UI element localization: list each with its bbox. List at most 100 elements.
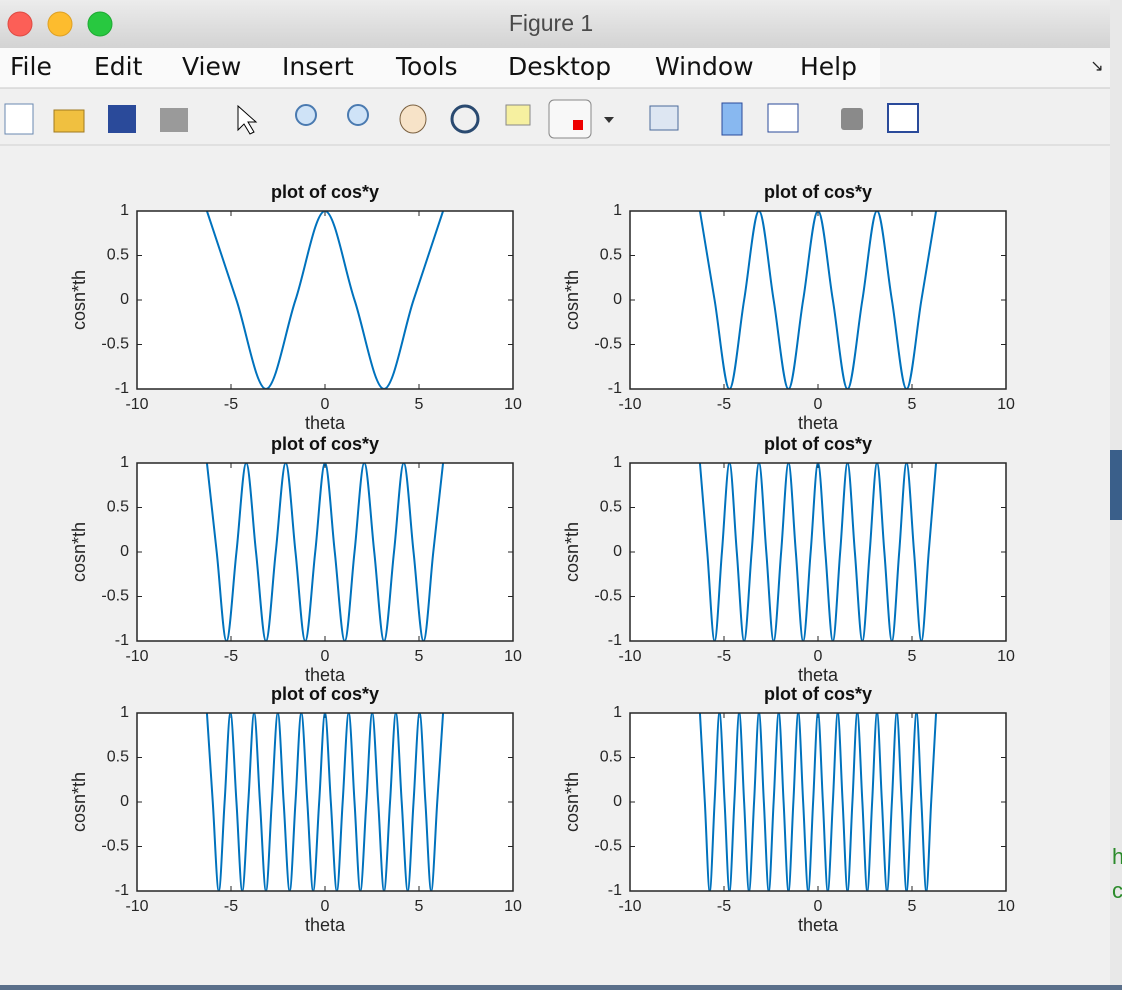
menu-item[interactable]: Help: [800, 52, 857, 81]
background-text: h: [1112, 844, 1122, 869]
y-tick-label: 0.5: [600, 499, 622, 516]
x-tick-label: 10: [997, 396, 1015, 413]
y-tick-label: 0: [613, 793, 622, 810]
axes-background: [630, 463, 1006, 641]
axes-background: [137, 713, 513, 891]
menu-item[interactable]: Window: [655, 52, 754, 81]
y-tick-label: 1: [120, 202, 129, 219]
x-tick-label: -10: [618, 898, 641, 915]
x-tick-label: -10: [125, 396, 148, 413]
menu-item[interactable]: Insert: [282, 52, 354, 81]
dropdown-arrow[interactable]: [604, 117, 614, 123]
x-tick-label: -5: [224, 396, 238, 413]
y-axis-label: cosn*th: [562, 270, 582, 330]
x-tick-label: -5: [224, 898, 238, 915]
brush-button[interactable]: [548, 99, 592, 139]
y-tick-label: -1: [608, 380, 622, 397]
y-tick-label: 0: [120, 543, 129, 560]
x-tick-label: 5: [908, 898, 917, 915]
x-axis-label: theta: [798, 665, 839, 685]
y-tick-label: -1: [115, 632, 129, 649]
hide-tools-icon[interactable]: [841, 108, 863, 130]
zoom-in-icon[interactable]: [295, 104, 317, 126]
legend-icon[interactable]: [767, 103, 799, 133]
axes-title: plot of cos*y: [764, 182, 872, 202]
y-tick-label: -0.5: [101, 588, 129, 605]
zoom-out-icon[interactable]: [347, 104, 369, 126]
link-icon[interactable]: [649, 105, 679, 131]
menu-item[interactable]: Tools: [395, 52, 458, 81]
x-tick-label: -5: [717, 898, 731, 915]
menu-item[interactable]: File: [10, 52, 52, 81]
y-axis-label: cosn*th: [69, 270, 89, 330]
y-tick-label: 1: [613, 202, 622, 219]
axes-box: [629, 712, 1007, 892]
x-tick-label: -5: [717, 396, 731, 413]
axes-background: [137, 463, 513, 641]
axes-box: [136, 462, 514, 642]
x-tick-label: 0: [321, 898, 330, 915]
open-icon[interactable]: [53, 109, 85, 133]
y-tick-label: 0.5: [600, 247, 622, 264]
y-tick-label: -0.5: [594, 838, 622, 855]
y-axis-label: cosn*th: [69, 522, 89, 582]
y-tick-label: 0: [613, 291, 622, 308]
plot-area: [698, 211, 938, 389]
y-axis-label: cosn*th: [562, 772, 582, 832]
x-tick-label: -10: [125, 898, 148, 915]
colorbar-icon[interactable]: [721, 102, 743, 136]
x-axis-label: theta: [305, 915, 346, 935]
y-tick-label: -1: [608, 882, 622, 899]
axes-background: [630, 211, 1006, 389]
plot-tools-icon[interactable]: [887, 103, 919, 133]
rotate-icon[interactable]: [450, 104, 480, 134]
y-axis-label: cosn*th: [562, 522, 582, 582]
toolbar: [4, 99, 919, 139]
axes-background: [630, 713, 1006, 891]
x-tick-label: 5: [415, 648, 424, 665]
pan-icon[interactable]: [399, 104, 427, 134]
menu-item[interactable]: View: [182, 52, 241, 81]
y-tick-label: -0.5: [101, 838, 129, 855]
x-tick-label: 10: [997, 648, 1015, 665]
y-tick-label: 0: [120, 793, 129, 810]
plot-area: [698, 463, 938, 641]
y-tick-label: 1: [613, 704, 622, 721]
close-button[interactable]: [7, 11, 33, 37]
y-tick-label: -1: [115, 882, 129, 899]
print-icon[interactable]: [160, 108, 188, 132]
y-tick-label: 0: [613, 543, 622, 560]
x-tick-label: 0: [814, 396, 823, 413]
menu-item[interactable]: Desktop: [508, 52, 611, 81]
x-tick-label: 10: [504, 396, 522, 413]
x-tick-label: 10: [504, 898, 522, 915]
x-axis-label: theta: [305, 413, 346, 433]
save-icon[interactable]: [108, 105, 136, 133]
background-text: c: [1112, 878, 1122, 903]
y-tick-label: 0.5: [107, 749, 129, 766]
zoom-button[interactable]: [87, 11, 113, 37]
y-tick-label: 0: [120, 291, 129, 308]
menu-toggle[interactable]: ↘: [1090, 58, 1103, 75]
x-axis-label: theta: [305, 665, 346, 685]
datatip-icon[interactable]: [505, 104, 531, 126]
x-axis-label: theta: [798, 915, 839, 935]
axes-box: [136, 210, 514, 390]
minimize-button[interactable]: [47, 11, 73, 37]
x-tick-label: -10: [125, 648, 148, 665]
axes-title: plot of cos*y: [764, 684, 872, 704]
pointer-icon[interactable]: [237, 104, 258, 135]
x-tick-label: 0: [321, 396, 330, 413]
x-tick-label: 5: [415, 396, 424, 413]
x-tick-label: 10: [997, 898, 1015, 915]
x-tick-label: -10: [618, 648, 641, 665]
x-tick-label: 5: [908, 396, 917, 413]
y-tick-label: 1: [120, 454, 129, 471]
plot-area: [205, 211, 445, 389]
y-axis-label: cosn*th: [69, 772, 89, 832]
menu-bar: [880, 48, 1110, 88]
new-icon[interactable]: [4, 103, 34, 135]
menu-item[interactable]: Edit: [94, 52, 143, 81]
menu-bar: [0, 48, 880, 88]
